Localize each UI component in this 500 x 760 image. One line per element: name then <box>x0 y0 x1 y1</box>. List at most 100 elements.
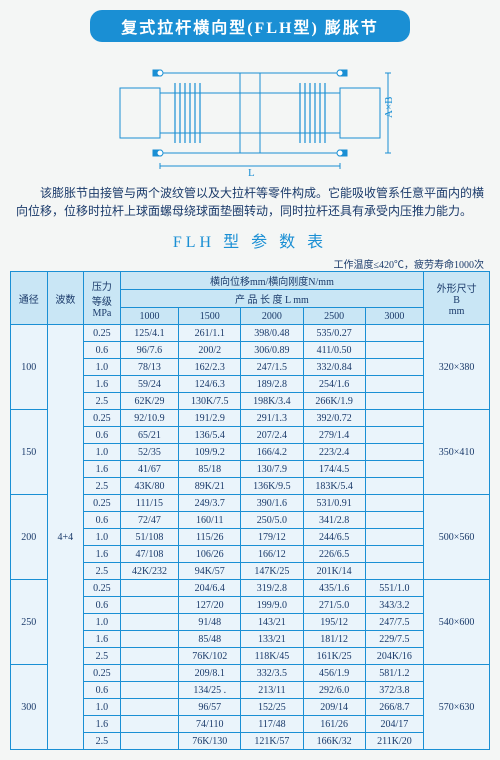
cell-value: 271/5.0 <box>303 597 365 614</box>
cell-value: 204/17 <box>365 716 424 733</box>
cell-value: 91/48 <box>179 614 241 631</box>
cell-value <box>365 529 424 546</box>
th-waves: 波数 <box>47 272 84 325</box>
th-col-1000: 1000 <box>120 308 179 325</box>
cell-value <box>120 682 179 699</box>
cell-value: 161K/25 <box>303 648 365 665</box>
cell-value: 130/7.9 <box>241 461 303 478</box>
cell-value: 133/21 <box>241 631 303 648</box>
cell-pressure: 0.25 <box>84 325 121 342</box>
cell-value: 109/9.2 <box>179 444 241 461</box>
cell-value: 76K/102 <box>179 648 241 665</box>
cell-value: 551/1.0 <box>365 580 424 597</box>
cell-value: 179/12 <box>241 529 303 546</box>
cell-value: 319/2.8 <box>241 580 303 597</box>
cell-pressure: 0.25 <box>84 580 121 597</box>
cell-pressure: 1.6 <box>84 716 121 733</box>
th-pressure: 压力 等级 MPa <box>84 272 121 325</box>
cell-value: 254/1.6 <box>303 376 365 393</box>
cell-value: 247/7.5 <box>365 614 424 631</box>
cell-value: 85/18 <box>179 461 241 478</box>
cell-value <box>365 410 424 427</box>
cell-value: 125/4.1 <box>120 325 179 342</box>
cell-value <box>120 631 179 648</box>
cell-pressure: 2.5 <box>84 393 121 410</box>
cell-value: 42K/232 <box>120 563 179 580</box>
cell-value: 166/12 <box>241 546 303 563</box>
cell-value <box>120 648 179 665</box>
cell-value: 247/1.5 <box>241 359 303 376</box>
cell-value: 162/2.3 <box>179 359 241 376</box>
cell-value: 74/110 <box>179 716 241 733</box>
working-conditions-note: 工作温度≤420℃，疲劳寿命1000次 <box>10 256 484 271</box>
cell-pressure: 0.25 <box>84 410 121 427</box>
cell-value: 229/7.5 <box>365 631 424 648</box>
cell-pressure: 0.25 <box>84 665 121 682</box>
cell-value <box>365 342 424 359</box>
cell-value: 332/0.84 <box>303 359 365 376</box>
cell-value: 392/0.72 <box>303 410 365 427</box>
cell-value: 62K/29 <box>120 393 179 410</box>
cell-value: 291/1.3 <box>241 410 303 427</box>
cell-value: 41/67 <box>120 461 179 478</box>
cell-value: 147K/25 <box>241 563 303 580</box>
cell-value: 183K/5.4 <box>303 478 365 495</box>
cell-size: 500×560 <box>424 495 490 580</box>
cell-value: 209/14 <box>303 699 365 716</box>
cell-value: 43K/80 <box>120 478 179 495</box>
cell-value: 51/108 <box>120 529 179 546</box>
cell-value <box>365 325 424 342</box>
th-col-3000: 3000 <box>365 308 424 325</box>
cell-diameter: 100 <box>11 325 48 410</box>
cell-value <box>365 359 424 376</box>
cell-value: 166K/32 <box>303 733 365 750</box>
cell-value <box>120 733 179 750</box>
cell-value: 160/11 <box>179 512 241 529</box>
cell-value: 85/48 <box>179 631 241 648</box>
cell-pressure: 1.6 <box>84 376 121 393</box>
cell-value: 143/21 <box>241 614 303 631</box>
cell-value: 250/5.0 <box>241 512 303 529</box>
cell-value: 261/1.1 <box>179 325 241 342</box>
cell-value: 136K/9.5 <box>241 478 303 495</box>
cell-pressure: 1.6 <box>84 546 121 563</box>
cell-value: 59/24 <box>120 376 179 393</box>
cell-value: 201K/14 <box>303 563 365 580</box>
cell-value: 111/15 <box>120 495 179 512</box>
th-col-1500: 1500 <box>179 308 241 325</box>
technical-diagram: L A×B <box>100 48 400 178</box>
cell-value: 115/26 <box>179 529 241 546</box>
page-title: 复式拉杆横向型(FLH型) 膨胀节 <box>90 10 410 42</box>
cell-value: 209/8.1 <box>179 665 241 682</box>
cell-value: 200/2 <box>179 342 241 359</box>
cell-pressure: 1.0 <box>84 444 121 461</box>
cell-value: 72/47 <box>120 512 179 529</box>
cell-value <box>120 699 179 716</box>
cell-pressure: 1.0 <box>84 529 121 546</box>
parameter-table: 通径 波数 压力 等级 MPa 横向位移mm/横向刚度N/mm 外形尺寸 B m… <box>10 271 490 750</box>
cell-value <box>365 546 424 563</box>
cell-value: 106/26 <box>179 546 241 563</box>
cell-size: 350×410 <box>424 410 490 495</box>
table-subtitle: FLH 型 参 数 表 <box>10 228 490 252</box>
cell-value: 207/2.4 <box>241 427 303 444</box>
cell-value <box>365 478 424 495</box>
cell-pressure: 0.6 <box>84 512 121 529</box>
cell-value: 292/6.0 <box>303 682 365 699</box>
th-diameter: 通径 <box>11 272 48 325</box>
cell-value: 161/26 <box>303 716 365 733</box>
cell-value: 52/35 <box>120 444 179 461</box>
cell-value: 130K/7.5 <box>179 393 241 410</box>
cell-value <box>365 495 424 512</box>
cell-size: 320×380 <box>424 325 490 410</box>
cell-value: 136/5.4 <box>179 427 241 444</box>
cell-value: 398/0.48 <box>241 325 303 342</box>
cell-value <box>120 580 179 597</box>
cell-value: 174/4.5 <box>303 461 365 478</box>
cell-value: 435/1.6 <box>303 580 365 597</box>
cell-value: 581/1.2 <box>365 665 424 682</box>
cell-diameter: 200 <box>11 495 48 580</box>
cell-value: 226/6.5 <box>303 546 365 563</box>
cell-pressure: 0.6 <box>84 682 121 699</box>
cell-value: 47/108 <box>120 546 179 563</box>
